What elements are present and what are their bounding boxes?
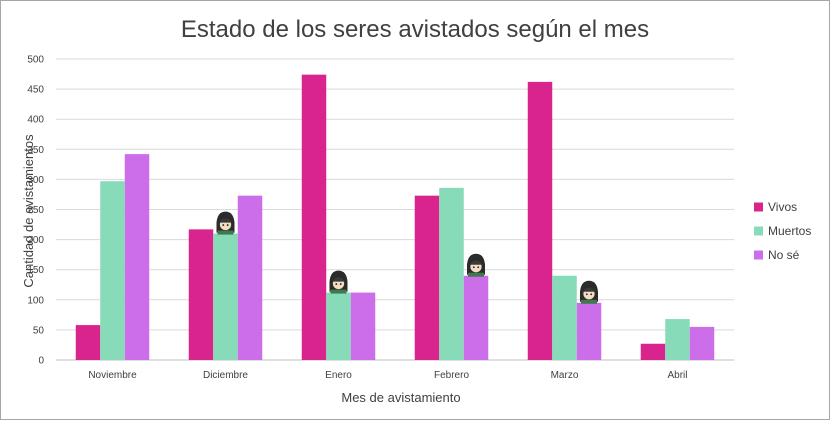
- character-sticker-icon: [216, 211, 235, 235]
- legend-swatch: [754, 202, 763, 212]
- bar-no-sé: [124, 154, 150, 360]
- bar-muertos: [100, 181, 125, 360]
- character-sticker-icon: [467, 253, 485, 277]
- legend-label: No sé: [768, 248, 800, 262]
- bar-no-sé: [463, 275, 489, 360]
- x-tick-label: Marzo: [551, 370, 579, 381]
- legend: Vivos Muertos No sé: [754, 200, 811, 262]
- x-tick-label: Febrero: [434, 370, 469, 381]
- x-axis-title: Mes de avistamiento: [341, 390, 460, 405]
- x-tick-label: Diciembre: [203, 370, 248, 381]
- bar-no-sé: [689, 326, 715, 360]
- bar-no-sé: [237, 195, 263, 360]
- legend-swatch: [754, 226, 763, 236]
- bar-no-sé: [350, 292, 376, 360]
- y-tick-label: 0: [38, 356, 44, 367]
- x-axis-ticks: Noviembre Diciembre Enero Febrero Marzo Abril: [88, 370, 687, 381]
- bar-muertos: [552, 275, 577, 360]
- bar-vivos: [640, 343, 666, 360]
- character-sticker-icon: [580, 280, 598, 304]
- legend-label: Muertos: [768, 224, 811, 238]
- bars: [75, 74, 715, 360]
- bar-muertos: [326, 292, 351, 360]
- y-tick-label: 300: [27, 175, 44, 186]
- y-axis-title: Cantidad de avistamientos: [21, 134, 36, 288]
- y-tick-label: 450: [27, 85, 44, 96]
- bar-vivos: [414, 195, 440, 360]
- legend-swatch: [754, 250, 763, 260]
- y-tick-label: 250: [27, 205, 44, 216]
- bar-muertos: [439, 187, 464, 360]
- bar-vivos: [188, 229, 214, 360]
- y-tick-label: 150: [27, 265, 44, 276]
- y-tick-label: 200: [27, 235, 44, 246]
- x-tick-label: Abril: [667, 370, 687, 381]
- y-tick-label: 50: [33, 325, 45, 336]
- y-tick-label: 350: [27, 145, 44, 156]
- x-tick-label: Enero: [325, 370, 352, 381]
- character-sticker-icon: [329, 270, 348, 294]
- gridlines: [56, 58, 734, 361]
- y-tick-label: 400: [27, 115, 44, 126]
- bar-vivos: [301, 74, 327, 360]
- y-axis-ticks: 0 50 100 150 200 250 300 350 400 450 500: [27, 55, 44, 367]
- stickers: [216, 211, 598, 304]
- bar-no-sé: [576, 302, 602, 360]
- bar-vivos: [75, 325, 101, 360]
- y-tick-label: 100: [27, 295, 44, 306]
- legend-label: Vivos: [768, 200, 797, 214]
- bar-muertos: [213, 233, 238, 360]
- chart-title: Estado de los seres avistados según el m…: [181, 16, 649, 43]
- bar-vivos: [527, 81, 553, 360]
- y-tick-label: 500: [27, 55, 44, 66]
- bar-muertos: [665, 319, 690, 360]
- x-tick-label: Noviembre: [88, 370, 137, 381]
